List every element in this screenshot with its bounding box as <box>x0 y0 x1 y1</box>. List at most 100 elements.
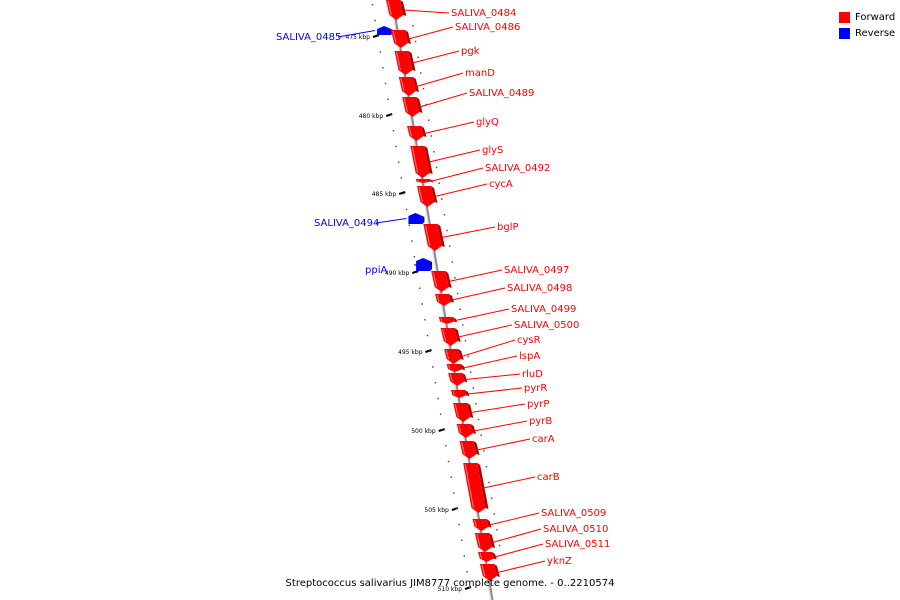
scale-tick-label: 505 kbp <box>424 507 449 514</box>
scale-minor-tick <box>379 51 382 53</box>
gene-label[interactable]: SALIVA_0499 <box>511 304 576 315</box>
gene-feature[interactable] <box>472 519 492 531</box>
gene-leader-line <box>489 512 540 526</box>
gene-feature[interactable] <box>448 373 468 386</box>
scale-minor-tick <box>414 40 417 43</box>
gene-feature[interactable] <box>410 146 433 178</box>
gene-feature[interactable] <box>431 271 452 292</box>
gene-label[interactable]: glyS <box>482 145 503 156</box>
gene-feature[interactable] <box>394 51 416 75</box>
gene-label[interactable]: SALIVA_0509 <box>541 508 606 519</box>
gene-feature[interactable] <box>377 26 394 35</box>
gene-leader-line <box>473 420 528 432</box>
gene-feature[interactable] <box>408 213 425 224</box>
gene-feature[interactable] <box>463 463 489 513</box>
gene-label[interactable]: SALIVA_0486 <box>455 22 520 33</box>
gene-leader-line <box>408 26 454 40</box>
gene-feature[interactable] <box>423 224 445 251</box>
gene-feature[interactable] <box>459 441 480 459</box>
gene-label[interactable]: SALIVA_0494 <box>314 218 379 229</box>
gene-label[interactable]: SALIVA_0510 <box>543 524 608 535</box>
scale-minor-tick <box>433 151 435 153</box>
gene-label[interactable]: bglP <box>497 222 519 233</box>
gene-label[interactable]: SALIVA_0497 <box>504 265 569 276</box>
gene-feature[interactable] <box>391 30 412 48</box>
scale-minor-tick <box>493 513 496 515</box>
gene-leader-line <box>428 149 481 163</box>
gene-leader-line <box>483 476 536 489</box>
scale-minor-tick <box>468 586 471 589</box>
gene-label[interactable]: lspA <box>519 351 540 362</box>
gene-label[interactable]: SALIVA_0498 <box>507 283 572 294</box>
scale-minor-tick <box>400 177 403 179</box>
scale-minor-tick <box>447 460 450 463</box>
legend: Forward Reverse <box>839 9 895 41</box>
scale-minor-tick <box>442 429 445 431</box>
gene-feature[interactable] <box>456 424 477 438</box>
scale-minor-tick <box>456 292 459 295</box>
gene-label[interactable]: pyrB <box>529 416 552 427</box>
scale-minor-tick <box>371 4 374 6</box>
scale-minor-tick <box>435 166 438 169</box>
scale-minor-tick <box>374 19 376 22</box>
gene-feature[interactable] <box>446 364 466 372</box>
gene-feature[interactable] <box>402 97 423 117</box>
gene-feature[interactable] <box>417 186 438 207</box>
scale-minor-tick <box>443 214 446 216</box>
gene-label[interactable]: yknZ <box>547 556 572 567</box>
gene-label[interactable]: ppiA <box>365 265 387 276</box>
scale-minor-tick <box>453 492 455 494</box>
gene-feature[interactable] <box>398 77 420 96</box>
gene-label[interactable]: carA <box>532 434 555 445</box>
gene-label[interactable]: SALIVA_0511 <box>545 539 610 550</box>
scale-minor-tick <box>382 67 384 69</box>
scale-minor-tick <box>438 182 440 184</box>
scale-minor-tick <box>459 308 461 310</box>
gene-label[interactable]: SALIVA_0485 <box>276 32 341 43</box>
gene-feature[interactable] <box>438 317 458 324</box>
scale-tick <box>412 270 419 274</box>
gene-feature[interactable] <box>444 349 464 364</box>
gene-leader-line <box>461 339 516 357</box>
gene-leader-line <box>424 121 475 134</box>
gene-feature[interactable] <box>435 294 455 306</box>
gene-leader-line <box>419 92 468 108</box>
gene-leader-line <box>494 543 544 558</box>
gene-leader-line <box>413 264 428 271</box>
gene-label[interactable]: pgk <box>461 46 480 57</box>
gene-feature[interactable] <box>440 328 461 346</box>
scale-minor-tick <box>408 224 410 226</box>
gene-feature[interactable] <box>478 552 497 562</box>
gene-leader-line <box>476 438 531 451</box>
scale-minor-tick <box>430 135 433 137</box>
scale-minor-tick <box>395 145 397 148</box>
gene-label[interactable]: SALIVA_0492 <box>485 163 550 174</box>
gene-label[interactable]: rluD <box>522 369 543 380</box>
gene-feature[interactable] <box>386 0 407 20</box>
gene-label[interactable]: cycA <box>489 179 513 190</box>
gene-feature[interactable] <box>453 403 474 422</box>
gene-label[interactable]: pyrR <box>524 383 547 394</box>
gene-feature[interactable] <box>451 390 470 398</box>
scale-minor-tick <box>390 114 392 116</box>
gene-label[interactable]: SALIVA_0489 <box>469 88 534 99</box>
scale-minor-tick <box>429 350 431 352</box>
gene-label[interactable]: manD <box>465 68 495 79</box>
gene-leader-line <box>451 287 506 301</box>
gene-label[interactable]: glyQ <box>476 117 499 128</box>
gene-leader-line <box>463 355 518 369</box>
gene-label[interactable]: cysR <box>517 335 541 346</box>
gene-label[interactable]: carB <box>537 472 560 483</box>
gene-feature[interactable] <box>474 533 496 552</box>
scale-minor-tick <box>448 245 451 247</box>
gene-feature[interactable] <box>480 564 500 581</box>
gene-label[interactable]: pyrP <box>527 399 549 410</box>
tick-layer: 475 kbp 480 kbp 485 kbp 490 kbp 495 kbp 500 k… <box>346 4 501 593</box>
gene-feature[interactable] <box>415 179 434 183</box>
gene-feature[interactable] <box>416 258 433 271</box>
gene-label[interactable]: SALIVA_0500 <box>514 320 579 331</box>
map-caption: Streptococcus salivarius JIM8777 complet… <box>285 578 615 589</box>
gene-feature[interactable] <box>407 126 427 141</box>
gene-label[interactable]: SALIVA_0484 <box>451 8 516 19</box>
